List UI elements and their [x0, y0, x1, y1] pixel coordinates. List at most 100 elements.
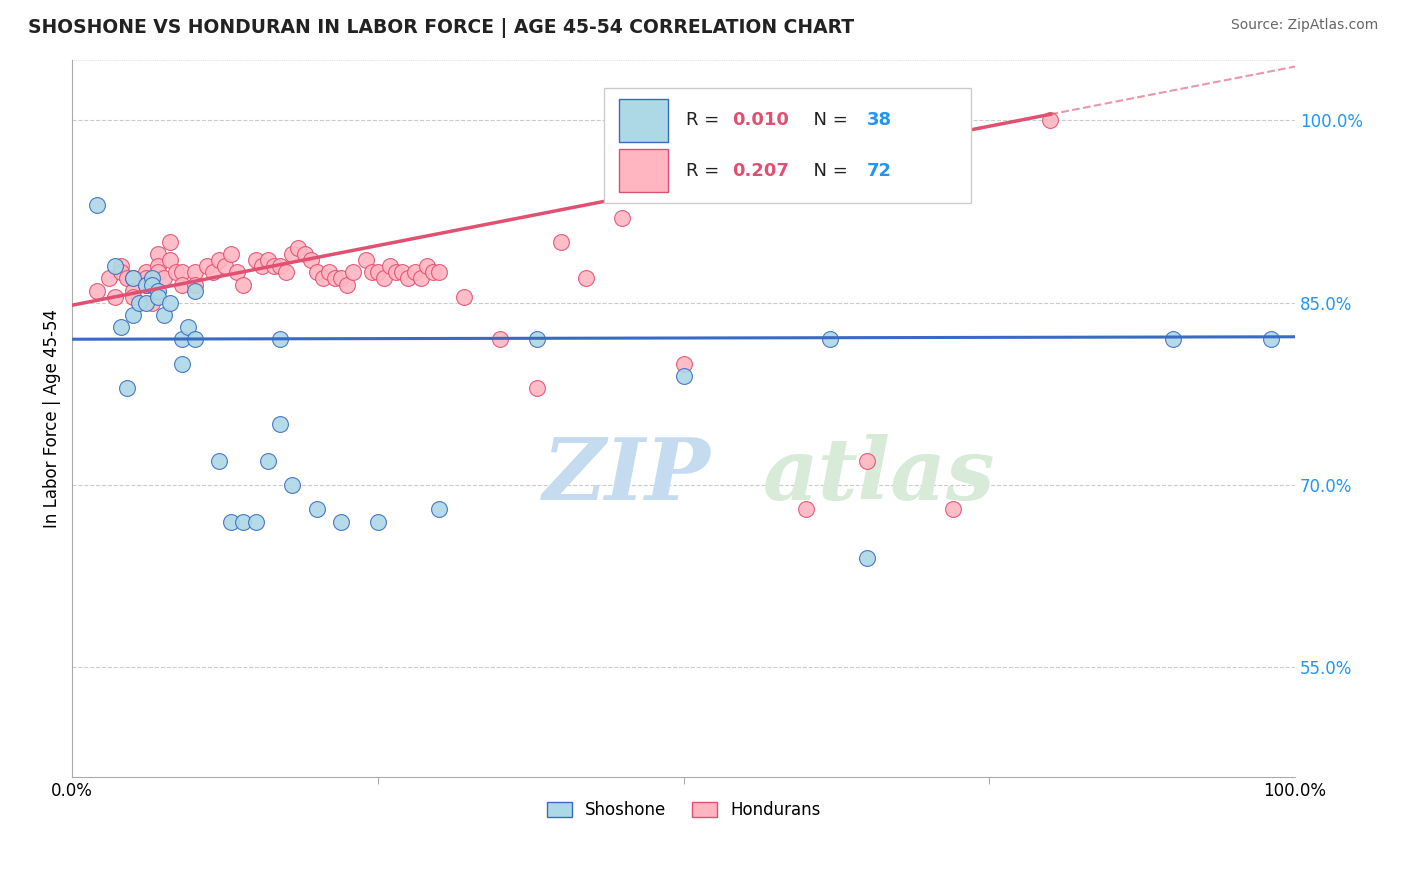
Point: [201, 265, 224, 279]
Point: [141, 295, 163, 310]
Point: [257, 454, 280, 468]
Point: [208, 253, 231, 268]
Point: [342, 265, 364, 279]
Point: [135, 277, 157, 292]
Point: [373, 271, 395, 285]
Point: [122, 284, 145, 298]
Point: [214, 260, 236, 274]
Point: [1161, 332, 1184, 346]
Y-axis label: In Labor Force | Age 45-54: In Labor Force | Age 45-54: [44, 309, 60, 528]
Point: [146, 290, 169, 304]
Point: [122, 308, 145, 322]
Point: [172, 265, 194, 279]
Point: [165, 265, 187, 279]
Text: 72: 72: [868, 162, 891, 180]
Point: [330, 271, 353, 285]
Point: [323, 271, 346, 285]
Text: R =: R =: [686, 162, 725, 180]
Point: [135, 277, 157, 292]
Point: [183, 277, 205, 292]
Point: [269, 260, 291, 274]
Bar: [619, 149, 668, 193]
Point: [354, 253, 377, 268]
Point: [1260, 332, 1282, 346]
Point: [281, 478, 304, 492]
Point: [575, 271, 598, 285]
Point: [378, 260, 401, 274]
Point: [146, 284, 169, 298]
Point: [526, 381, 548, 395]
Point: [489, 332, 512, 346]
Point: [269, 332, 291, 346]
Point: [122, 290, 145, 304]
Point: [312, 271, 335, 285]
Point: [172, 357, 194, 371]
Point: [330, 515, 353, 529]
Point: [305, 265, 328, 279]
Point: [287, 241, 309, 255]
Point: [183, 332, 205, 346]
Text: Source: ZipAtlas.com: Source: ZipAtlas.com: [1230, 18, 1378, 32]
Point: [294, 247, 316, 261]
Point: [86, 198, 108, 212]
Point: [135, 295, 157, 310]
Point: [305, 502, 328, 516]
Point: [135, 265, 157, 279]
Point: [422, 265, 444, 279]
Point: [453, 290, 475, 304]
Point: [612, 211, 634, 225]
Point: [146, 260, 169, 274]
Point: [550, 235, 572, 249]
Point: [391, 265, 413, 279]
Point: [141, 277, 163, 292]
Point: [122, 271, 145, 285]
Point: [172, 277, 194, 292]
Legend: Shoshone, Hondurans: Shoshone, Hondurans: [540, 795, 827, 826]
Point: [794, 502, 817, 516]
Point: [856, 454, 879, 468]
Point: [153, 271, 176, 285]
Point: [385, 265, 408, 279]
Point: [367, 515, 389, 529]
Point: [404, 265, 426, 279]
Point: [183, 284, 205, 298]
Point: [177, 320, 200, 334]
Text: SHOSHONE VS HONDURAN IN LABOR FORCE | AGE 45-54 CORRELATION CHART: SHOSHONE VS HONDURAN IN LABOR FORCE | AG…: [28, 18, 855, 37]
Point: [360, 265, 382, 279]
Text: atlas: atlas: [763, 434, 995, 517]
Point: [195, 260, 218, 274]
Point: [281, 247, 304, 261]
Point: [263, 260, 285, 274]
Point: [232, 515, 254, 529]
Point: [820, 332, 842, 346]
Point: [672, 357, 695, 371]
Point: [219, 247, 242, 261]
Point: [398, 271, 420, 285]
Point: [135, 271, 157, 285]
Point: [172, 332, 194, 346]
Point: [86, 284, 108, 298]
Point: [672, 368, 695, 383]
Point: [427, 502, 450, 516]
Point: [159, 235, 181, 249]
Text: 38: 38: [868, 112, 893, 129]
Point: [416, 260, 439, 274]
Point: [146, 247, 169, 261]
Point: [318, 265, 340, 279]
Point: [183, 265, 205, 279]
Point: [226, 265, 249, 279]
Point: [526, 332, 548, 346]
Text: N =: N =: [803, 112, 853, 129]
Text: 0.010: 0.010: [733, 112, 789, 129]
Bar: [619, 99, 668, 142]
Point: [110, 260, 132, 274]
Point: [153, 308, 176, 322]
Point: [367, 265, 389, 279]
Point: [427, 265, 450, 279]
Bar: [605, 88, 972, 203]
Point: [146, 265, 169, 279]
Point: [141, 271, 163, 285]
Point: [219, 515, 242, 529]
Point: [1039, 113, 1062, 128]
Text: N =: N =: [803, 162, 853, 180]
